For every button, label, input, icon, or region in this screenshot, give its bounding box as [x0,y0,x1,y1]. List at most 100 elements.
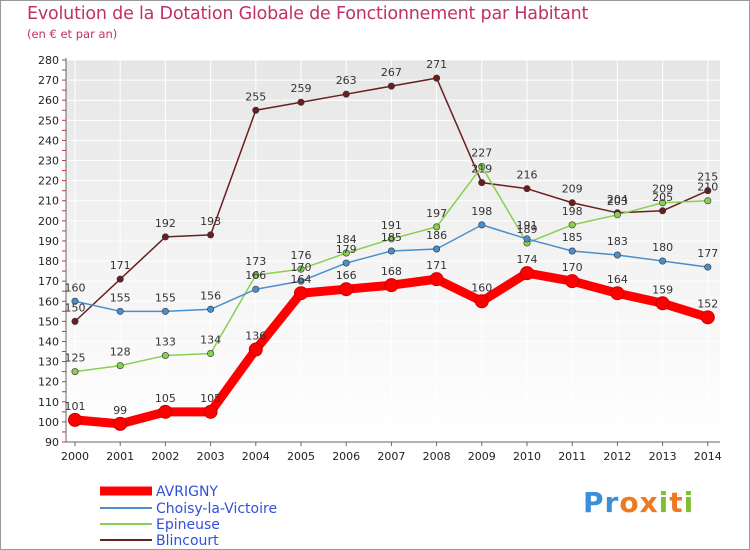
data-point-choisy-la-victoire [297,277,305,285]
y-tick-label: 90 [45,436,59,449]
logo-letter: P [583,486,605,519]
x-tick-label: 2006 [332,450,360,463]
data-point-blincourt [433,74,441,82]
data-label-avrigny: 101 [65,400,86,413]
y-tick-label: 210 [38,195,59,208]
data-label-avrigny: 168 [381,265,402,278]
data-label-choisy-la-victoire: 179 [336,243,357,256]
data-label-blincourt: 204 [607,193,628,206]
data-point-epineuse [71,368,79,376]
x-tick-label: 2008 [423,450,451,463]
x-tick-label: 2013 [649,450,677,463]
y-tick-label: 170 [38,275,59,288]
legend-label: Epineuse [156,517,220,533]
data-point-avrigny [113,416,128,431]
data-label-blincourt: 271 [426,58,447,71]
data-label-avrigny: 152 [697,297,718,310]
data-label-epineuse: 203 [607,195,628,208]
data-point-epineuse [297,265,305,273]
data-point-choisy-la-victoire [659,257,667,265]
legend-item-choisy-la-victoire: Choisy-la-Victoire [100,501,277,517]
data-point-choisy-la-victoire [161,307,169,315]
y-tick-label: 150 [38,315,59,328]
data-label-blincourt: 215 [697,171,718,184]
data-label-epineuse: 191 [381,219,402,232]
data-point-avrigny [474,294,489,309]
data-label-choisy-la-victoire: 160 [65,281,86,294]
data-point-choisy-la-victoire [704,263,712,271]
data-label-avrigny: 160 [471,281,492,294]
data-label-blincourt: 267 [381,66,402,79]
data-label-choisy-la-victoire: 156 [200,289,221,302]
data-point-choisy-la-victoire [523,235,531,243]
data-point-epineuse [704,197,712,205]
series-avrigny [68,266,715,431]
data-label-choisy-la-victoire: 166 [245,269,266,282]
data-label-avrigny: 105 [155,392,176,405]
data-label-epineuse: 125 [65,352,86,365]
x-tick-label: 2007 [377,450,405,463]
data-point-blincourt [387,82,395,90]
data-label-choisy-la-victoire: 155 [110,291,131,304]
y-tick-label: 260 [38,94,59,107]
data-point-choisy-la-victoire [342,259,350,267]
legend-item-epineuse: Epineuse [100,517,220,533]
data-label-avrigny: 171 [426,259,447,272]
data-label-blincourt: 259 [291,82,312,95]
y-tick-label: 250 [38,114,59,127]
legend-label: Choisy-la-Victoire [156,501,277,517]
data-point-avrigny [294,286,308,301]
data-point-epineuse [433,223,441,231]
data-point-avrigny [68,412,82,427]
data-label-avrigny: 159 [652,283,673,296]
data-point-epineuse [252,271,260,279]
data-point-choisy-la-victoire [568,247,576,255]
data-label-epineuse: 173 [245,255,266,268]
y-tick-label: 220 [38,175,59,188]
data-point-blincourt [342,90,350,98]
data-label-blincourt: 150 [65,301,86,314]
legend-label: Blincourt [156,533,219,549]
data-point-avrigny [655,296,670,311]
x-tick-label: 2012 [603,450,631,463]
data-point-choisy-la-victoire [613,251,621,259]
data-point-epineuse [387,235,395,243]
x-tick-label: 2011 [558,450,586,463]
data-point-epineuse [207,350,215,358]
y-tick-label: 140 [38,335,59,348]
y-tick-label: 240 [38,134,59,147]
y-tick-label: 270 [38,74,59,87]
data-point-epineuse [659,199,667,207]
data-label-choisy-la-victoire: 170 [291,261,312,274]
data-point-epineuse [568,221,576,229]
x-tick-label: 2000 [61,450,89,463]
y-tick-label: 280 [38,54,59,67]
x-tick-label: 2004 [242,450,270,463]
data-point-avrigny [384,278,399,293]
proxiti-logo: Proxiti [583,486,694,519]
data-label-choisy-la-victoire: 155 [155,291,176,304]
data-label-avrigny: 174 [517,253,538,266]
logo-letter: x [639,486,659,519]
y-tick-label: 130 [38,356,59,369]
data-point-choisy-la-victoire [252,285,260,293]
legend-item-avrigny: AVRIGNY [100,484,218,500]
data-label-avrigny: 105 [200,392,221,405]
data-point-blincourt [568,199,576,207]
data-point-blincourt [523,185,531,193]
data-point-avrigny [429,272,444,287]
data-point-avrigny [248,342,263,357]
data-label-choisy-la-victoire: 185 [562,231,583,244]
x-tick-label: 2003 [197,450,225,463]
logo-letter: r [604,486,620,519]
data-point-avrigny [565,274,580,289]
data-label-avrigny: 136 [245,330,266,343]
logo-letter: o [619,486,640,519]
y-tick-label: 200 [38,215,59,228]
data-point-avrigny [158,404,173,419]
y-tick-label: 110 [38,396,59,409]
x-tick-label: 2014 [694,450,722,463]
data-point-avrigny [610,286,625,301]
x-tick-label: 2001 [106,450,134,463]
data-point-epineuse [478,163,486,171]
